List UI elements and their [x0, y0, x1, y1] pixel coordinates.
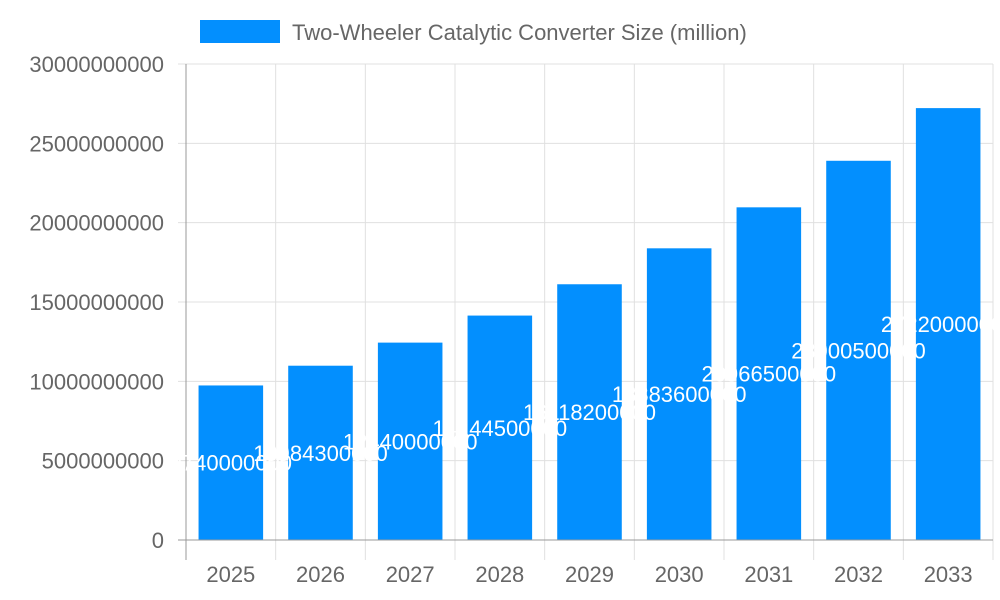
data-label: 23900500000	[791, 338, 926, 363]
data-label: 10984300000	[253, 441, 388, 466]
x-tick-label: 2031	[744, 562, 793, 587]
y-tick-label: 10000000000	[29, 369, 164, 394]
y-tick-label: 5000000000	[42, 449, 164, 474]
bar	[557, 284, 622, 540]
legend-swatch	[200, 20, 280, 43]
bar	[377, 342, 443, 540]
data-label: 16118200000	[523, 400, 656, 425]
x-tick-label: 2028	[475, 562, 524, 587]
data-label: 12440000000	[343, 429, 478, 454]
x-tick-label: 2033	[924, 562, 973, 587]
x-tick-label: 2025	[206, 562, 255, 587]
y-tick-label: 0	[152, 528, 164, 553]
bar	[646, 248, 712, 541]
x-tick-label: 2026	[296, 562, 345, 587]
data-label: 18383600000	[612, 382, 747, 407]
x-tick-label: 2027	[386, 562, 435, 587]
y-tick-label: 30000000000	[29, 52, 164, 77]
x-tick-label: 2030	[655, 562, 704, 587]
y-tick-label: 15000000000	[29, 290, 164, 315]
x-tick-label: 2032	[834, 562, 883, 587]
x-tick-label: 2029	[565, 562, 614, 587]
data-label: 27220000000	[881, 312, 1000, 337]
bar	[826, 160, 891, 540]
data-label: 14144500000	[433, 416, 568, 441]
legend-label: Two-Wheeler Catalytic Converter Size (mi…	[292, 20, 747, 45]
bar	[467, 315, 533, 540]
data-label: 20966500000	[702, 362, 837, 387]
bar	[288, 365, 353, 540]
data-label: 9740000000	[170, 451, 292, 476]
y-tick-label: 20000000000	[29, 211, 164, 236]
y-tick-label: 25000000000	[29, 131, 164, 156]
bar	[915, 108, 981, 540]
bar	[736, 207, 802, 540]
bar	[198, 385, 264, 540]
